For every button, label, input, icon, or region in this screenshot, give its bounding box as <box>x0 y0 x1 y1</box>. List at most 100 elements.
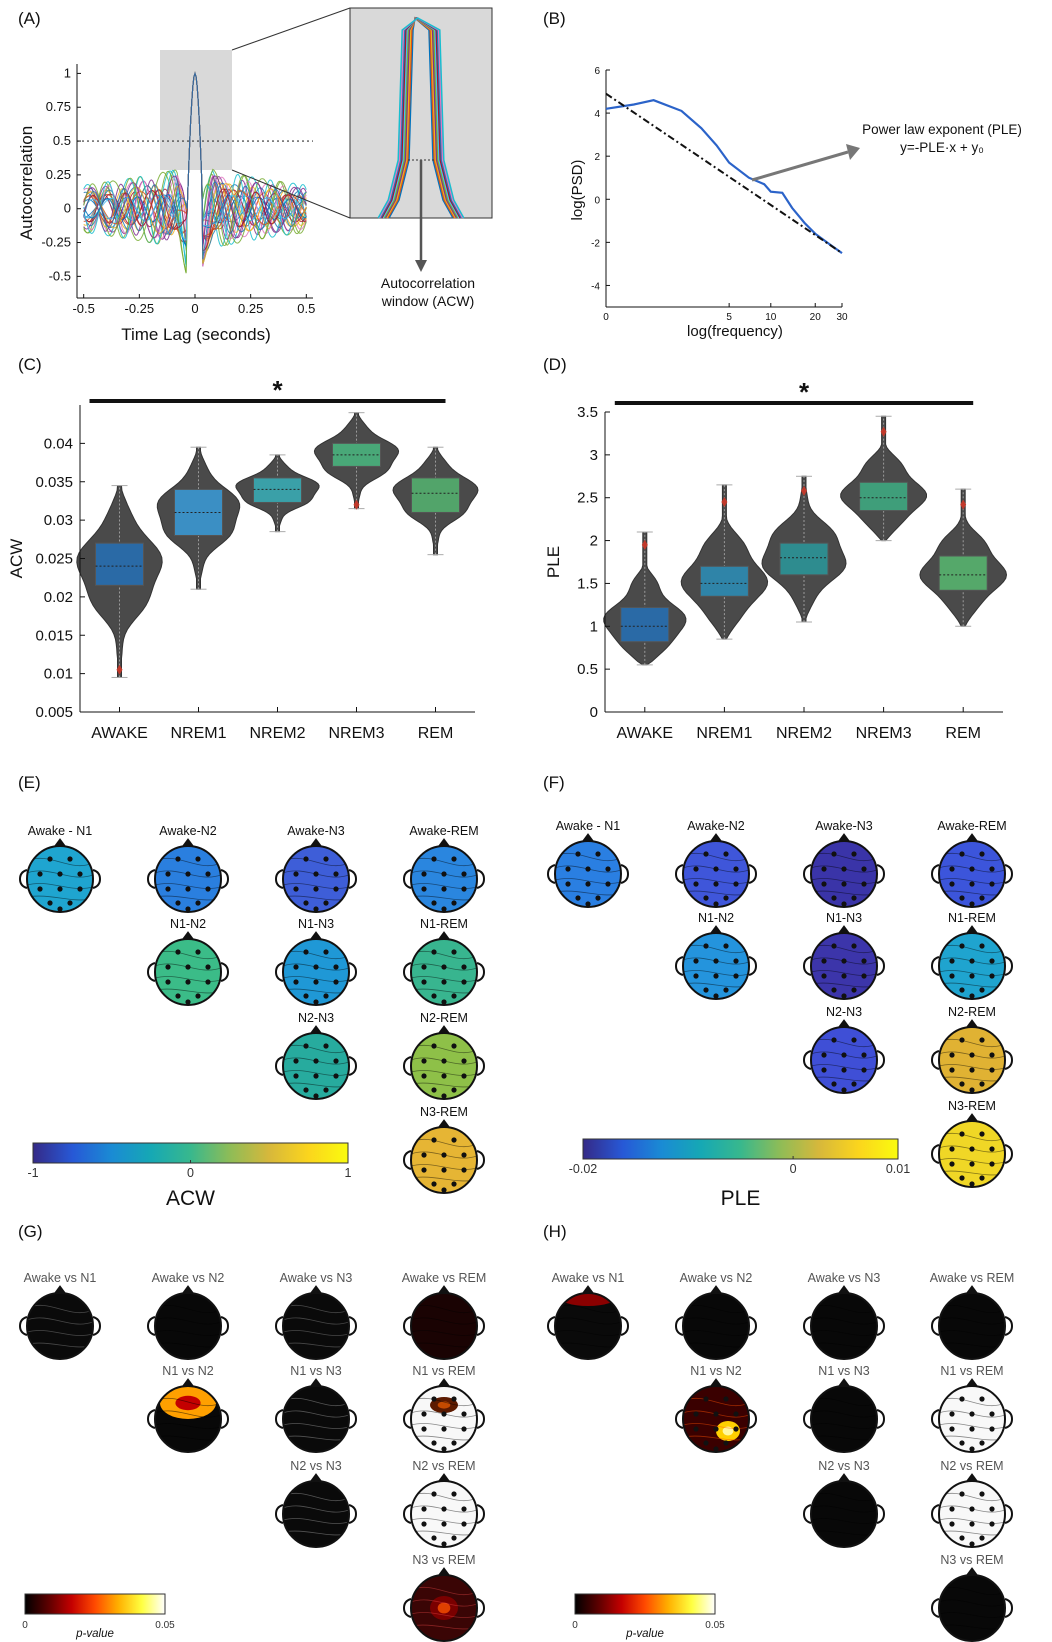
electrode <box>451 1535 457 1541</box>
electrode <box>959 1175 965 1181</box>
head-fill <box>939 841 1005 907</box>
head-inner <box>939 1491 1005 1547</box>
ear <box>802 864 812 884</box>
head-outline <box>282 938 350 1006</box>
head-topoplot <box>274 1473 358 1548</box>
electrode <box>969 1087 975 1093</box>
ear <box>18 869 28 889</box>
head-fill <box>939 1027 1005 1093</box>
electrode <box>451 1087 457 1093</box>
zoom-connector <box>231 7 351 51</box>
topoplot-title: Awake vs N2 <box>680 1271 753 1285</box>
significance-star: * <box>799 377 810 407</box>
nose <box>309 931 323 941</box>
outlier-marker <box>960 499 967 510</box>
head-topoplot <box>674 1285 758 1360</box>
electrode <box>851 1081 857 1087</box>
x-tick-label: 0.25 <box>238 301 263 316</box>
y-tick-label: 2 <box>590 533 598 550</box>
head-topoplot <box>146 838 230 913</box>
head-fill <box>27 846 93 912</box>
topoplot-title: Awake-REM <box>409 824 478 838</box>
contour-line <box>411 976 477 982</box>
nose <box>965 833 979 843</box>
head-inner <box>939 1131 1005 1187</box>
topoplot-title: N1-REM <box>948 911 996 925</box>
head-topoplot <box>674 1378 758 1453</box>
electrode <box>37 871 43 877</box>
electrode <box>195 949 201 955</box>
head-outline <box>810 840 878 908</box>
head-topoplot <box>674 925 758 1000</box>
violin-group <box>680 484 769 640</box>
electrode <box>733 1411 739 1417</box>
electrode <box>165 886 171 892</box>
ear <box>402 1504 412 1524</box>
topoplot-title: N2 vs N3 <box>290 1459 341 1473</box>
outlier-marker <box>116 664 123 675</box>
ear <box>1004 956 1014 976</box>
contour-line <box>411 1330 477 1336</box>
electrode <box>313 999 319 1005</box>
electrode <box>47 856 53 862</box>
hotspot-core <box>175 1395 201 1411</box>
electrode <box>461 886 467 892</box>
ear <box>930 1316 940 1336</box>
electrode <box>57 906 63 912</box>
electrode <box>713 1411 719 1417</box>
electrode <box>421 1167 427 1173</box>
electrode <box>969 1181 975 1187</box>
ear <box>1004 1504 1014 1524</box>
colorbar-tick-label: 0.05 <box>155 1620 175 1631</box>
colorbar <box>574 1593 716 1615</box>
head-fill <box>811 933 877 999</box>
electrode <box>979 1535 985 1541</box>
y-tick-label: -2 <box>591 238 600 249</box>
category-label: NREM1 <box>696 725 752 742</box>
category-label: NREM3 <box>856 725 912 742</box>
electrode <box>949 958 955 964</box>
head-fill <box>411 846 477 912</box>
electrode <box>441 1093 447 1099</box>
ear <box>274 962 284 982</box>
contour-line <box>939 1612 1005 1618</box>
electrode <box>421 964 427 970</box>
head-topoplot <box>402 1378 486 1453</box>
electrode <box>441 964 447 970</box>
hotspot <box>558 1293 618 1306</box>
electrode <box>575 851 581 857</box>
head-fill <box>155 1293 221 1359</box>
head-outline <box>554 840 622 908</box>
electrode <box>431 900 437 906</box>
nose <box>181 931 195 941</box>
contour-line <box>27 883 93 889</box>
ear <box>402 1409 412 1429</box>
electrode <box>821 881 827 887</box>
electrode <box>969 1506 975 1512</box>
violin-group <box>840 415 927 542</box>
head-fill <box>283 846 349 912</box>
ear <box>674 956 684 976</box>
head-outline <box>410 1385 478 1453</box>
head-fill <box>939 1386 1005 1452</box>
electrode <box>461 1411 467 1417</box>
nose <box>837 1378 851 1388</box>
contour-line <box>283 1317 349 1325</box>
head-topoplot <box>402 1119 486 1194</box>
head-fill <box>411 939 477 1005</box>
topoplot-title: N3 vs REM <box>940 1553 1003 1567</box>
ear <box>476 1056 486 1076</box>
electrode <box>441 1058 447 1064</box>
contour-line <box>411 1518 477 1524</box>
electrode <box>989 1426 995 1432</box>
acw-arrowhead <box>415 260 427 272</box>
electrode <box>565 866 571 872</box>
y-tick-label: 0.025 <box>35 551 73 568</box>
electrode <box>841 1067 847 1073</box>
ear <box>476 869 486 889</box>
electrode <box>703 987 709 993</box>
electrode <box>713 1446 719 1452</box>
electrode <box>421 979 427 985</box>
ear <box>146 962 156 982</box>
electrode <box>421 1411 427 1417</box>
